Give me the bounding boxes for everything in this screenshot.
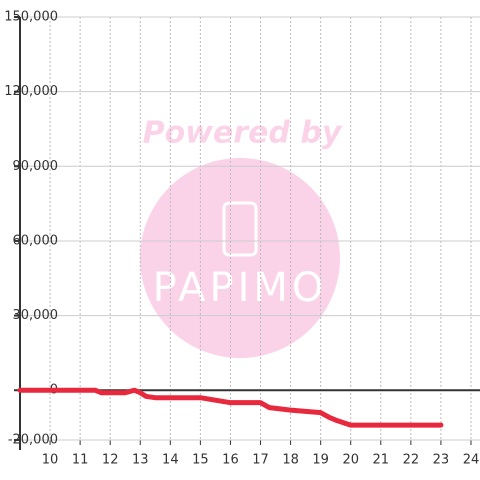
- y-tick-label: 150,000: [4, 10, 58, 25]
- watermark-circle: [140, 158, 340, 358]
- x-tick-label: 21: [373, 453, 390, 468]
- y-tick-label: 30,000: [13, 308, 59, 323]
- x-tick-label: 14: [162, 453, 179, 468]
- x-tick-label: 13: [132, 453, 149, 468]
- watermark-icon: [222, 201, 258, 257]
- x-tick-label: 24: [463, 453, 480, 468]
- x-tick-label: 12: [102, 453, 119, 468]
- watermark-title: Powered by: [143, 116, 343, 151]
- x-tick-label: 20: [342, 453, 359, 468]
- x-tick-label: 15: [192, 453, 209, 468]
- y-tick-label: 90,000: [13, 159, 59, 174]
- x-tick-label: 17: [252, 453, 269, 468]
- y-tick-label: 120,000: [4, 84, 58, 99]
- x-tick-label: 11: [72, 453, 89, 468]
- line-series: [17, 387, 444, 428]
- x-tick-label: 18: [282, 453, 299, 468]
- x-tick-label: 19: [312, 453, 329, 468]
- y-tick-label: -20,000: [8, 433, 58, 448]
- x-tick-label: 10: [42, 453, 59, 468]
- y-tick-label: 60,000: [13, 233, 59, 248]
- x-tick-label: 22: [403, 453, 420, 468]
- watermark-brand: PAPIMO: [153, 265, 328, 311]
- x-tick-label: 16: [222, 453, 239, 468]
- x-tick-label: 23: [433, 453, 450, 468]
